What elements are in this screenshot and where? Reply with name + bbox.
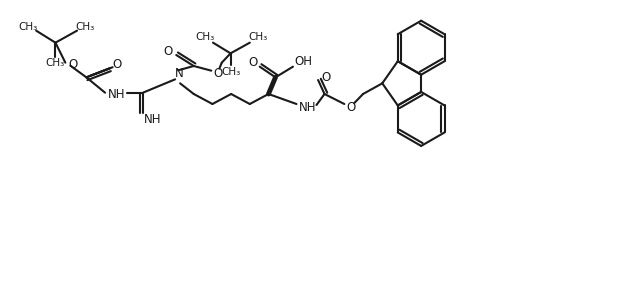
Text: CH₃: CH₃: [196, 32, 215, 42]
Text: O: O: [322, 70, 331, 83]
Text: O: O: [164, 45, 173, 57]
Text: NH: NH: [108, 88, 126, 101]
Text: CH₃: CH₃: [76, 22, 95, 32]
Text: NH: NH: [299, 101, 317, 114]
Text: O: O: [347, 101, 356, 114]
Text: CH₃: CH₃: [46, 58, 65, 68]
Text: CH₃: CH₃: [19, 22, 38, 32]
Text: NH: NH: [144, 113, 162, 126]
Text: CH₃: CH₃: [248, 32, 268, 42]
Text: O: O: [214, 67, 223, 80]
Text: O: O: [69, 58, 78, 71]
Text: O: O: [248, 56, 257, 69]
Text: OH: OH: [294, 55, 312, 68]
Text: N: N: [175, 67, 184, 80]
Text: CH₃: CH₃: [221, 67, 240, 77]
Text: O: O: [112, 58, 121, 71]
